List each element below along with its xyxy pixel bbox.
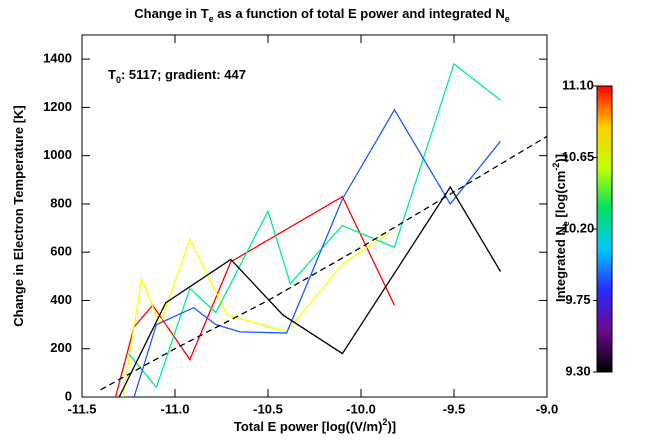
text-part: as a function of total E power and integ… bbox=[214, 6, 505, 21]
text-part: e bbox=[505, 14, 510, 24]
series-group bbox=[100, 62, 547, 397]
text-part: [log(cm bbox=[553, 171, 568, 222]
colorbar-tick-label: 9.30 bbox=[565, 363, 590, 378]
y-tick-label: 800 bbox=[50, 195, 72, 210]
x-axis-label: Total E power [log((V/m)2)] bbox=[234, 417, 396, 434]
y-tick-label: 1000 bbox=[43, 147, 72, 162]
chart-title: Change in Te as a function of total E po… bbox=[134, 6, 510, 24]
x-tick-label: -9.0 bbox=[536, 401, 558, 416]
text-part: 0 bbox=[116, 75, 121, 85]
fit-line bbox=[100, 135, 547, 391]
colorbar-tick-label: 10.65 bbox=[562, 149, 595, 164]
data-line bbox=[122, 232, 390, 397]
data-line bbox=[114, 195, 396, 397]
text-part: Integrated N bbox=[553, 226, 568, 302]
colorbar-tick-label: 9.75 bbox=[565, 292, 590, 307]
colorbar-label: Integrated Ne [log(cm-2)] bbox=[551, 154, 571, 302]
y-tick-label: 1400 bbox=[43, 51, 72, 66]
x-tick-label: -9.5 bbox=[443, 401, 465, 416]
colorbar-tick-label: 10.20 bbox=[562, 220, 595, 235]
x-tick-label: -10.0 bbox=[346, 401, 376, 416]
x-tick-label: -11.0 bbox=[161, 401, 190, 416]
y-tick-label: 200 bbox=[50, 340, 72, 355]
text-part: e bbox=[209, 14, 214, 24]
plot-frame bbox=[81, 34, 548, 398]
text-part: Total E power [log((V/m) bbox=[234, 419, 383, 434]
text-part: Change in T bbox=[134, 6, 208, 21]
text-part: 2 bbox=[382, 417, 387, 427]
colorbar-tick-label: 11.10 bbox=[562, 77, 594, 92]
text-part: -2 bbox=[551, 163, 561, 171]
text-part: Change in Electron Temperature [K] bbox=[11, 105, 26, 327]
text-part: )] bbox=[553, 154, 568, 163]
colorbar bbox=[596, 85, 613, 373]
y-tick-label: 1200 bbox=[43, 99, 72, 114]
text-part: T bbox=[108, 67, 116, 82]
text-part: e bbox=[561, 221, 571, 226]
text-part: : 5117; gradient: 447 bbox=[121, 67, 246, 82]
y-tick-label: 600 bbox=[50, 244, 72, 259]
x-tick-label: -10.5 bbox=[253, 401, 283, 416]
data-line bbox=[127, 62, 501, 389]
y-tick-label: 0 bbox=[65, 388, 72, 403]
annotation: T0: 5117; gradient: 447 bbox=[108, 67, 246, 85]
data-line bbox=[118, 185, 502, 397]
data-line bbox=[133, 108, 502, 397]
text-part: )] bbox=[387, 419, 396, 434]
y-axis-label: Change in Electron Temperature [K] bbox=[11, 105, 26, 327]
y-tick-label: 400 bbox=[50, 292, 72, 307]
x-tick-label: -11.5 bbox=[68, 401, 97, 416]
